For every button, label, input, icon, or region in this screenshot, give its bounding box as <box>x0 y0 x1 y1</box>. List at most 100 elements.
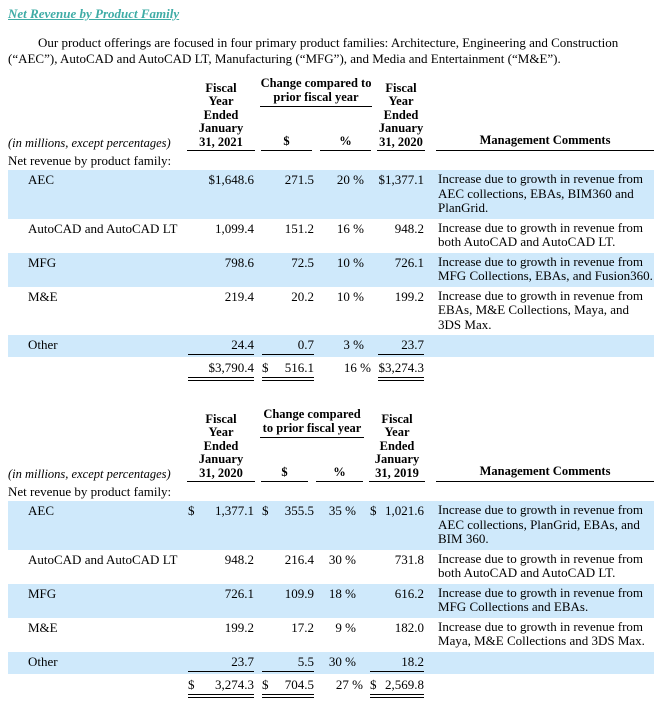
change-percent-value: 9 % <box>335 619 357 635</box>
section-label: Net revenue by product family: <box>8 153 172 168</box>
fy-prior-value: 23.7 <box>374 335 429 357</box>
product-name: M&E <box>28 288 58 304</box>
product-name: AutoCAD and AutoCAD LT <box>28 220 178 236</box>
change-percent-header: % <box>316 465 364 482</box>
units-label-cell: (in millions, except percentages) <box>8 77 184 151</box>
fy-prior-value: 726.1 <box>374 252 429 287</box>
change-dollar-value: 0.7 <box>258 335 318 357</box>
revenue-table-fy2021: (in millions, except percentages) Fiscal… <box>8 76 655 384</box>
change-percent-value: 18 % <box>318 583 367 618</box>
fy-current-value: 199.2 <box>224 619 254 635</box>
management-comment: Increase due to growth in revenue from A… <box>428 170 655 219</box>
change-dollar-value: 216.4 <box>284 551 314 567</box>
row-autocad: AutoCAD and AutoCAD LT 948.2 216.4 30 % … <box>8 550 654 584</box>
row-total: $3,790.4 $516.1 16 % $3,274.3 <box>8 357 654 384</box>
total-fy-current-value: $3,274.3 <box>184 674 258 701</box>
change-dollar-value: 109.9 <box>258 583 318 618</box>
total-label-cell <box>8 357 184 384</box>
change-percent-value: 30 % <box>318 651 367 674</box>
fy-prior-header-cell: Fiscal Year Ended January 31, 2020 <box>374 77 428 151</box>
fy-current-value: 24.4 <box>184 335 258 357</box>
management-comment <box>428 651 655 674</box>
fy-prior-value: 182.0 <box>394 619 425 635</box>
change-dollar-value: 20.2 <box>291 288 314 304</box>
product-name: MFG <box>8 583 184 618</box>
management-comments-header-cell: Management Comments <box>428 77 655 151</box>
table-header-row: (in millions, except percentages) Fiscal… <box>8 407 655 482</box>
table-header-row: (in millions, except percentages) Fiscal… <box>8 76 655 151</box>
fy-current-value: 219.4 <box>224 288 254 304</box>
fy-current-value: 1,099.4 <box>215 220 254 236</box>
fy-prior-header: Fiscal Year Ended January 31, 2020 <box>377 81 426 151</box>
total-comment-cell <box>428 674 654 701</box>
total-fy-current-value: $3,790.4 <box>184 357 258 384</box>
row-mfg: MFG 798.6 72.5 10 % 726.1 Increase due t… <box>8 252 655 287</box>
change-dollar-value: 72.5 <box>258 252 318 287</box>
change-group-header-cell: Change compared to prior fiscal year $ % <box>258 76 374 151</box>
change-percent-header: % <box>320 134 372 151</box>
change-percent-value: 16 % <box>336 220 365 236</box>
management-comment: Increase due to growth in revenue from b… <box>438 550 644 580</box>
fy-prior-value: 18.2 <box>366 651 429 674</box>
fy-current-value: $1,648.6 <box>184 170 258 219</box>
change-dollar-header: $ <box>261 465 309 482</box>
total-change-percent-value: 27 % <box>335 676 364 692</box>
total-change-percent-value: 16 % <box>343 360 372 375</box>
fy-current-value: $1,377.1 <box>184 501 258 550</box>
change-percent-value: 3 % <box>318 335 375 357</box>
fy-prior-value: $1,377.1 <box>374 170 429 219</box>
fy-prior-header-cell: Fiscal Year Ended January 31, 2019 <box>366 408 428 482</box>
fy-prior-value: 948.2 <box>394 220 425 236</box>
change-dollar-header: $ <box>261 134 313 151</box>
product-name: Other <box>8 335 184 357</box>
management-comment: Increase due to growth in revenue from A… <box>428 501 655 550</box>
fy-current-value: 726.1 <box>184 583 258 618</box>
revenue-table-fy2020: (in millions, except percentages) Fiscal… <box>8 407 655 701</box>
total-comment-cell <box>428 357 654 384</box>
change-subheaders: $ % <box>261 465 364 482</box>
row-me: M&E 199.2 17.2 9 % 182.0 Increase due to… <box>8 618 654 652</box>
section-label-row: Net revenue by product family: <box>8 151 654 170</box>
total-change-dollar-value: $704.5 <box>258 674 318 701</box>
management-comment <box>428 335 655 357</box>
product-name: MFG <box>8 252 184 287</box>
intro-paragraph: Our product offerings are focused in fou… <box>8 35 619 66</box>
change-subheaders: $ % <box>261 134 372 151</box>
fy-prior-value: 731.8 <box>394 551 425 567</box>
change-group-header: Change compared to prior fiscal year <box>260 407 365 438</box>
units-label: (in millions, except percentages) <box>8 467 171 481</box>
change-group-header: Change compared to prior fiscal year <box>260 76 373 107</box>
fy-current-value: 798.6 <box>184 252 258 287</box>
change-dollar-value: 271.5 <box>258 170 318 219</box>
change-percent-value: 30 % <box>328 551 357 567</box>
product-name: M&E <box>28 619 58 635</box>
change-percent-value: 10 % <box>336 288 365 304</box>
product-name: Other <box>8 651 184 674</box>
product-name: AEC <box>8 501 184 550</box>
fy-prior-value: 199.2 <box>394 288 425 304</box>
row-other: Other 24.4 0.7 3 % 23.7 <box>8 335 655 357</box>
section-label-row: Net revenue by product family: <box>8 482 654 501</box>
product-name: AEC <box>8 170 184 219</box>
change-percent-value: 20 % <box>318 170 375 219</box>
fy-prior-value: $1,021.6 <box>366 501 429 550</box>
page-title: Net Revenue by Product Family <box>8 6 180 21</box>
row-aec: AEC $1,377.1 $355.5 35 % $1,021.6 Increa… <box>8 501 655 550</box>
change-dollar-value: 17.2 <box>291 619 314 635</box>
row-autocad: AutoCAD and AutoCAD LT 1,099.4 151.2 16 … <box>8 219 654 253</box>
units-label: (in millions, except percentages) <box>8 136 171 150</box>
management-comment: Increase due to growth in revenue from E… <box>438 287 644 332</box>
fy-prior-value: 616.2 <box>366 583 429 618</box>
fy-current-header: Fiscal Year Ended January 31, 2020 <box>187 412 255 482</box>
fy-current-header-cell: Fiscal Year Ended January 31, 2021 <box>184 77 258 151</box>
total-label-cell <box>8 674 184 701</box>
change-dollar-value: $355.5 <box>258 501 318 550</box>
management-comments-header: Management Comments <box>436 464 655 482</box>
management-comments-header: Management Comments <box>436 133 655 151</box>
management-comments-header-cell: Management Comments <box>428 408 655 482</box>
total-change-dollar-value: $516.1 <box>258 357 318 384</box>
units-label-cell: (in millions, except percentages) <box>8 408 184 482</box>
row-other: Other 23.7 5.5 30 % 18.2 <box>8 651 655 674</box>
fy-current-value: 23.7 <box>184 651 258 674</box>
